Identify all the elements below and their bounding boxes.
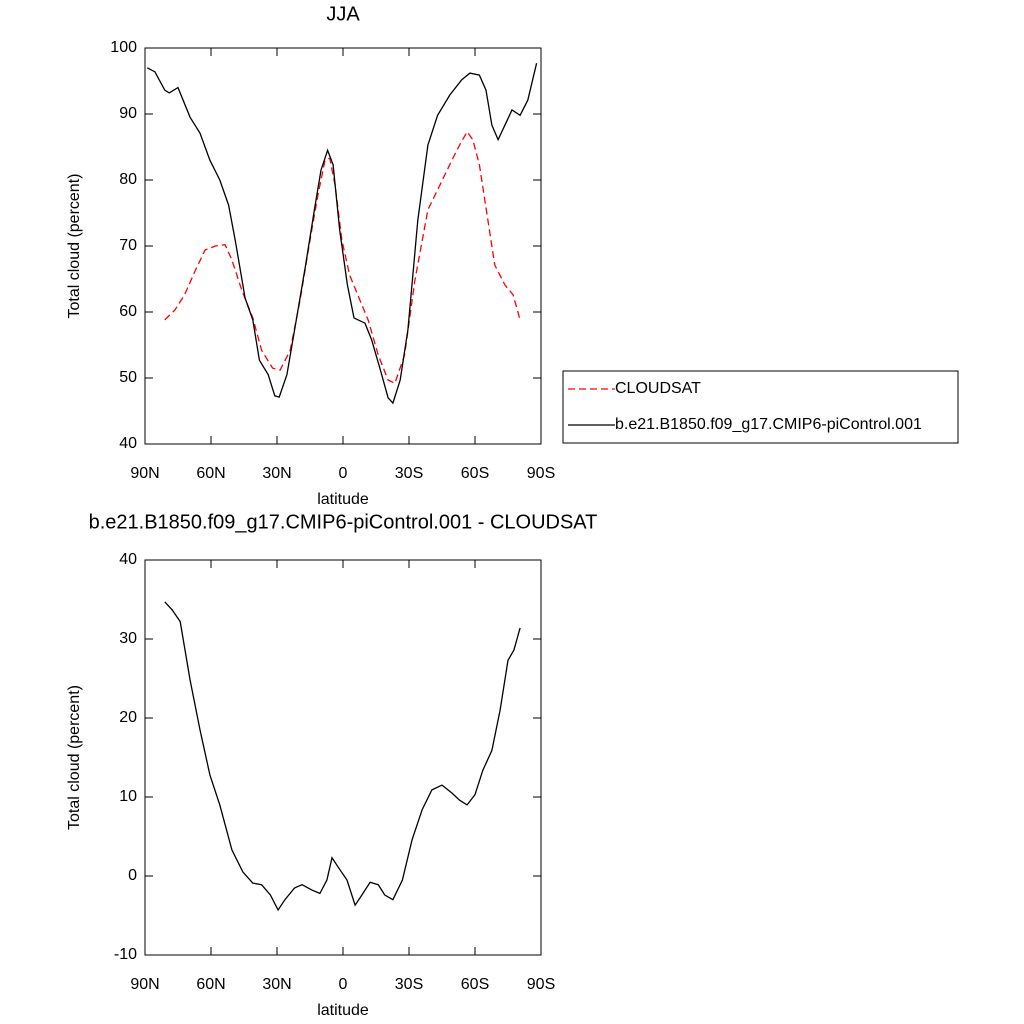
y-tick-label: 40 (119, 551, 137, 568)
data-line (164, 130, 521, 385)
x-axis-label: latitude (317, 1002, 369, 1019)
x-tick-label: 0 (339, 976, 348, 993)
y-tick-label: 100 (110, 39, 137, 56)
x-tick-label: 0 (339, 465, 348, 482)
x-tick-label: 60N (196, 976, 225, 993)
x-tick-label: 90S (527, 465, 555, 482)
x-tick-label: 90N (130, 976, 159, 993)
plot-frame (144, 559, 542, 956)
chart-title: JJA (326, 3, 360, 25)
legend-label: b.e21.B1850.f09_g17.CMIP6-piControl.001 (615, 416, 922, 433)
legend-label: CLOUDSAT (615, 380, 701, 397)
x-tick-label: 30N (262, 465, 291, 482)
x-tick-label: 90N (130, 465, 159, 482)
y-tick-label: 90 (119, 105, 137, 122)
data-line (146, 63, 538, 405)
x-tick-label: 30S (395, 976, 423, 993)
y-tick-label: 70 (119, 237, 137, 254)
x-axis-label: latitude (317, 491, 369, 508)
y-tick-label: 80 (119, 171, 137, 188)
y-tick-label: 40 (119, 435, 137, 452)
x-tick-label: 60S (461, 465, 489, 482)
x-tick-label: 30N (262, 976, 291, 993)
chart-title: b.e21.B1850.f09_g17.CMIP6-piControl.001 … (89, 511, 598, 533)
y-tick-label: 0 (128, 867, 137, 884)
x-tick-label: 90S (527, 976, 555, 993)
y-tick-label: 60 (119, 303, 137, 320)
y-axis-label: Total cloud (percent) (66, 685, 83, 830)
x-tick-label: 60N (196, 465, 225, 482)
y-tick-label: 10 (119, 788, 137, 805)
y-axis-label: Total cloud (percent) (66, 174, 83, 319)
x-tick-label: 30S (395, 465, 423, 482)
plot-frame (144, 47, 542, 445)
y-tick-label: 50 (119, 369, 137, 386)
data-line (164, 601, 521, 912)
x-tick-label: 60S (461, 976, 489, 993)
legend-box (562, 370, 959, 444)
y-tick-label: -10 (114, 946, 137, 963)
y-tick-label: 30 (119, 630, 137, 647)
y-tick-label: 20 (119, 709, 137, 726)
